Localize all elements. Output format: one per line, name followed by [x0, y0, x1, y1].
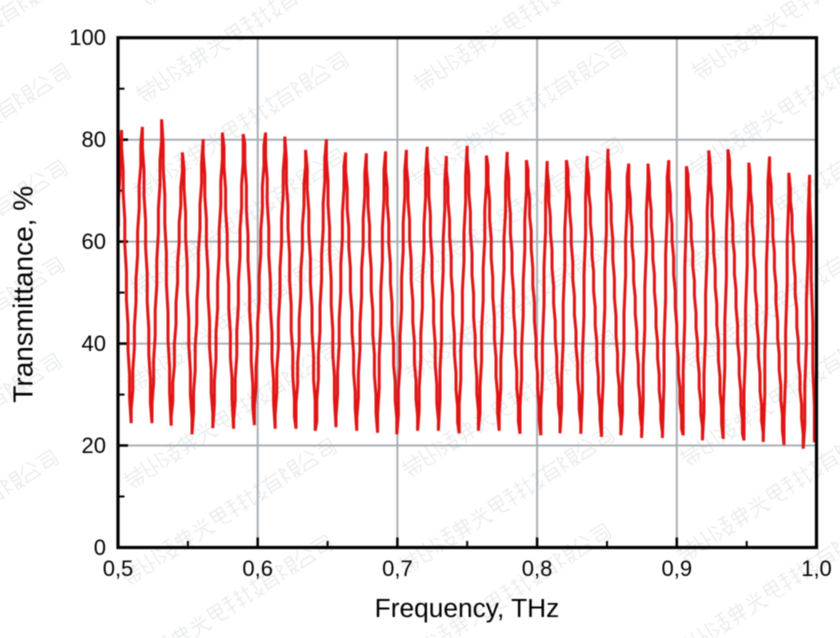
svg-text:0,9: 0,9: [662, 556, 693, 581]
svg-text:1,0: 1,0: [801, 556, 832, 581]
svg-text:Frequency, THz: Frequency, THz: [375, 593, 560, 623]
svg-text:60: 60: [82, 229, 106, 254]
svg-text:0,5: 0,5: [103, 556, 134, 581]
svg-text:80: 80: [82, 127, 106, 152]
svg-text:0,8: 0,8: [522, 556, 553, 581]
svg-text:0: 0: [94, 535, 106, 560]
svg-text:20: 20: [82, 433, 106, 458]
svg-text:100: 100: [69, 25, 106, 50]
svg-text:0,6: 0,6: [242, 556, 273, 581]
svg-text:Transmittance, %: Transmittance, %: [7, 186, 38, 403]
svg-text:0,7: 0,7: [382, 556, 413, 581]
svg-text:40: 40: [82, 331, 106, 356]
